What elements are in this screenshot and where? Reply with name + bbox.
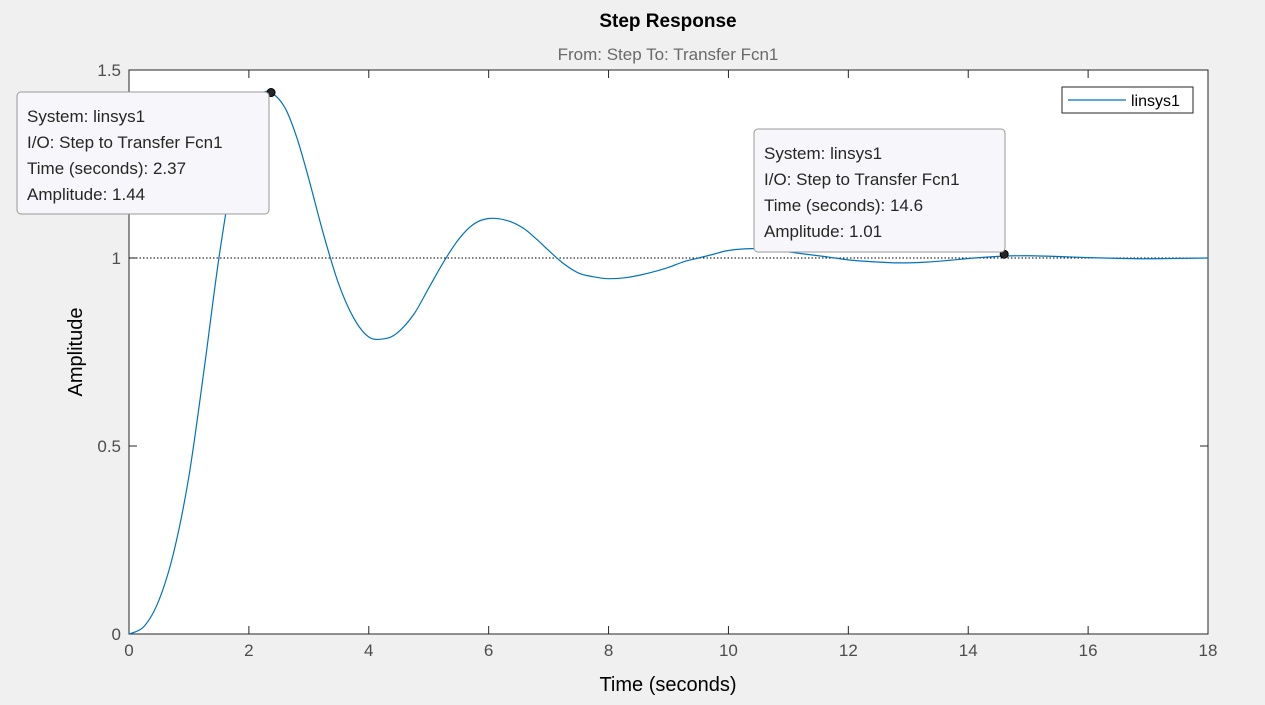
x-tick-label: 14 (959, 641, 978, 660)
datatip[interactable]: System: linsys1 I/O: Step to Transfer Fcn… (16, 91, 270, 215)
x-tick-label: 6 (484, 641, 493, 660)
chart-title: Step Response (599, 11, 736, 32)
axis-ticks: 0 2 4 6 8 10 12 14 16 18 0 0.5 1 1.5 (97, 61, 1217, 660)
x-tick-label: 8 (604, 641, 613, 660)
datatip-line: Time (seconds): 14.6 (764, 196, 923, 215)
datatip-line: I/O: Step to Transfer Fcn1 (27, 133, 223, 152)
datatip-line: Time (seconds): 2.37 (27, 159, 186, 178)
y-axis-label: Amplitude (65, 308, 87, 397)
datatip-line: Amplitude: 1.01 (764, 222, 882, 241)
x-tick-label: 0 (124, 641, 133, 660)
datatip-box (16, 91, 270, 215)
y-tick-label: 1 (112, 249, 121, 268)
datatip-line: System: linsys1 (27, 107, 145, 126)
x-tick-label: 16 (1079, 641, 1098, 660)
legend[interactable]: linsys1 (1061, 86, 1194, 114)
x-tick-label: 4 (364, 641, 373, 660)
datatip-box (753, 128, 1006, 253)
y-tick-label: 1.5 (97, 61, 121, 80)
x-tick-label: 2 (244, 641, 253, 660)
datatips: System: linsys1 I/O: Step to Transfer Fcn… (16, 91, 1006, 253)
plot-area[interactable] (128, 69, 1209, 635)
y-tick-label: 0 (112, 625, 121, 644)
x-axis-label: Time (seconds) (599, 674, 736, 696)
datatip-line: Amplitude: 1.44 (27, 185, 145, 204)
x-tick-label: 10 (719, 641, 738, 660)
y-tick-label: 0.5 (97, 437, 121, 456)
legend-label-linsys1: linsys1 (1131, 93, 1180, 110)
datatip-line: System: linsys1 (764, 144, 882, 163)
datatip-line: I/O: Step to Transfer Fcn1 (764, 170, 960, 189)
chart-subtitle: From: Step To: Transfer Fcn1 (558, 45, 779, 64)
datatip[interactable]: System: linsys1 I/O: Step to Transfer Fcn… (753, 128, 1006, 253)
x-tick-label: 12 (839, 641, 858, 660)
x-tick-label: 18 (1199, 641, 1218, 660)
